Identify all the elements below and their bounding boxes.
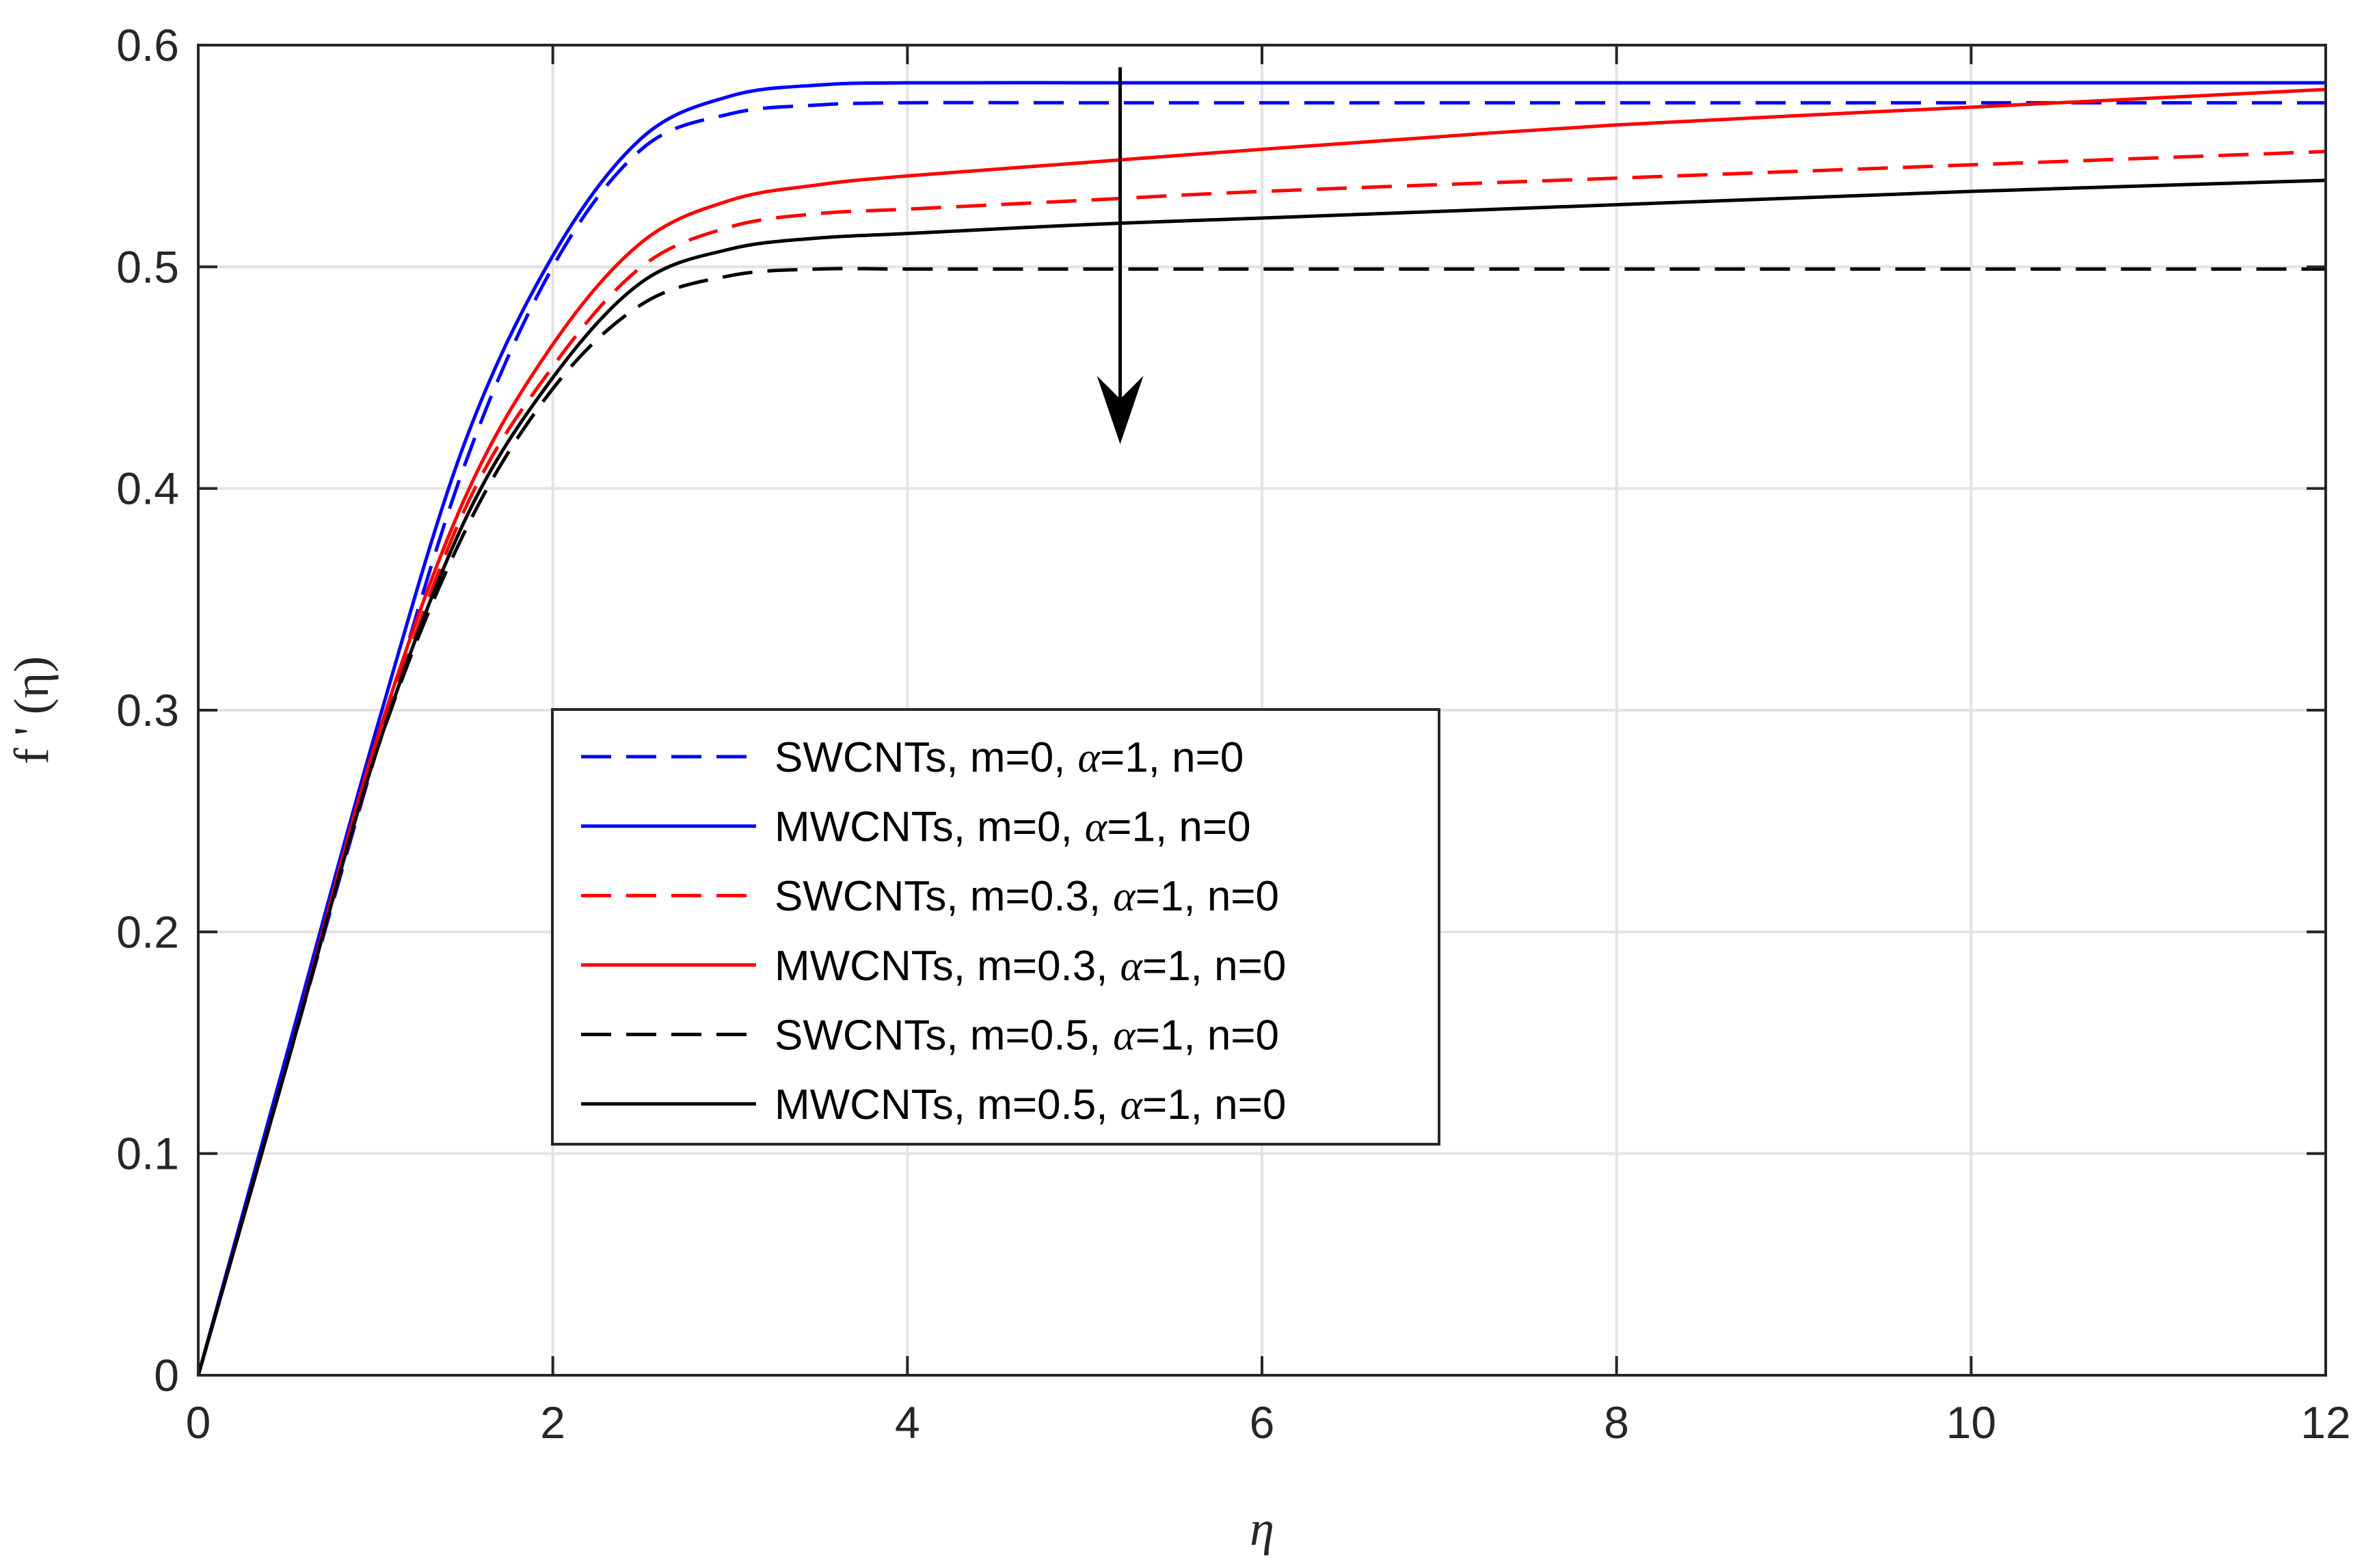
x-axis-label: η — [1250, 1501, 1274, 1556]
legend-entry-label: SWCNTs, m=0.3, α=1, n=0 — [775, 873, 1279, 920]
x-tick-label: 0 — [186, 1397, 211, 1448]
legend-entry-label: SWCNTs, m=0, α=1, n=0 — [775, 734, 1244, 781]
legend: SWCNTs, m=0, α=1, n=0 MWCNTs, m=0, α=1, n=0… — [551, 708, 1440, 1146]
x-tick-label: 6 — [1250, 1397, 1275, 1448]
x-tick-label: 12 — [2300, 1397, 2350, 1448]
y-tick-label: 0.4 — [116, 463, 179, 514]
legend-box — [551, 708, 1440, 1146]
y-tick-label: 0.1 — [116, 1128, 179, 1179]
arrow-head — [1097, 375, 1144, 444]
legend-entry-label: MWCNTs, m=0.5, α=1, n=0 — [775, 1081, 1286, 1128]
x-tick-label: 2 — [540, 1397, 565, 1448]
series-line-6 — [196, 178, 2326, 1376]
tick-marks — [197, 44, 2327, 1377]
legend-entry-label: SWCNTs, m=0.5, α=1, n=0 — [775, 1012, 1279, 1059]
y-tick-label: 0.2 — [116, 906, 179, 957]
legend-entry-label: MWCNTs, m=0.3, α=1, n=0 — [775, 943, 1286, 990]
y-tick-label: 0.3 — [116, 685, 179, 735]
series-line-4 — [196, 87, 2326, 1376]
y-tick-label: 0 — [154, 1350, 179, 1401]
annotation-arrow — [1097, 67, 1144, 444]
y-tick-label: 0.5 — [116, 241, 179, 292]
x-tick-label: 8 — [1604, 1397, 1629, 1448]
legend-entry-label: MWCNTs, m=0, α=1, n=0 — [775, 804, 1251, 851]
x-tick-label: 4 — [895, 1397, 920, 1448]
x-tick-labels: 0 2 4 6 8 10 12 — [186, 1397, 2351, 1448]
x-tick-label: 10 — [1946, 1397, 1996, 1448]
y-axis-label: f ' (η) — [4, 656, 59, 765]
y-tick-labels: 0 0.1 0.2 0.3 0.4 0.5 0.6 — [116, 20, 179, 1401]
series-group — [196, 81, 2326, 1376]
y-tick-label: 0.6 — [116, 20, 179, 70]
series-line-2 — [196, 81, 2326, 1376]
